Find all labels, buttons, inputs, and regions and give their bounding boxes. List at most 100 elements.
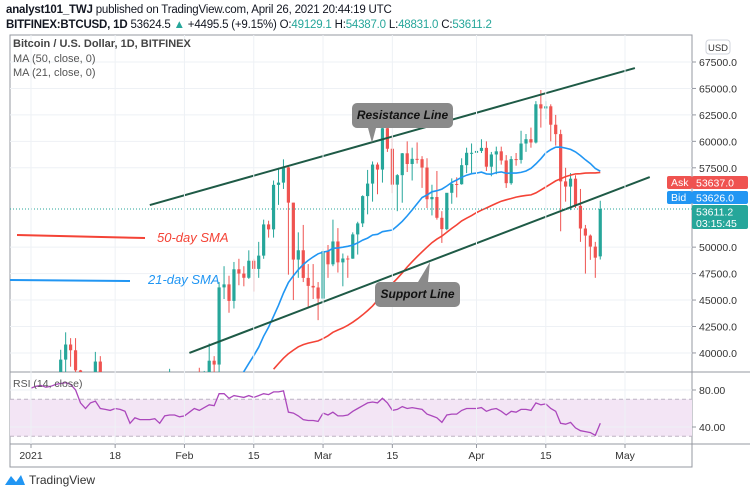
candle bbox=[311, 264, 315, 299]
author-name[interactable]: analyst101_TWJ bbox=[6, 4, 93, 16]
ask-price-value: 53637.0 bbox=[696, 178, 734, 190]
candle bbox=[119, 375, 122, 396]
candle bbox=[573, 175, 578, 209]
currency-badge bbox=[705, 39, 731, 55]
candle bbox=[301, 224, 305, 283]
candle-body bbox=[242, 273, 246, 278]
candle bbox=[460, 158, 464, 185]
candle-body bbox=[489, 154, 493, 167]
tradingview-logo[interactable]: TradingView bbox=[4, 473, 95, 487]
candle-body bbox=[539, 104, 543, 109]
candle bbox=[420, 156, 424, 188]
rsi-band-fill bbox=[10, 399, 692, 437]
rsi-pane bbox=[10, 381, 692, 437]
candle-body bbox=[276, 182, 281, 185]
candle bbox=[440, 211, 444, 243]
low-label: L: bbox=[388, 19, 399, 31]
candle-body bbox=[341, 258, 345, 263]
candle-body bbox=[534, 104, 538, 143]
last-price: 53624.5 bbox=[130, 19, 171, 31]
rsi-legend[interactable]: RSI (14, close) bbox=[13, 378, 83, 390]
resistance-callout: Resistance Line bbox=[352, 103, 453, 128]
candle-body bbox=[499, 151, 503, 161]
tradingview-logo-icon bbox=[5, 475, 25, 485]
up-arrow-icon: ▲ bbox=[173, 19, 185, 31]
candle-body bbox=[504, 160, 508, 184]
candle bbox=[405, 141, 409, 173]
candle-body bbox=[326, 251, 330, 265]
rsi-tick-label: 80.00 bbox=[699, 385, 725, 397]
candle-body bbox=[311, 285, 315, 288]
candle-body bbox=[316, 287, 320, 299]
y-tick-label: 65000.0 bbox=[699, 83, 737, 95]
candle bbox=[564, 167, 568, 202]
candle-body bbox=[455, 183, 459, 185]
candle-body bbox=[559, 134, 563, 182]
candle-body bbox=[554, 124, 558, 135]
candle bbox=[484, 141, 488, 171]
y-tick-label: 47500.0 bbox=[699, 269, 737, 281]
candle-body bbox=[93, 361, 97, 372]
candle-body bbox=[469, 152, 474, 154]
candle bbox=[356, 221, 360, 255]
chart-title: Bitcoin / U.S. Dollar, 1D, BITFINEX bbox=[13, 38, 191, 50]
brand-name: TradingView bbox=[29, 473, 96, 487]
candle bbox=[267, 220, 271, 238]
bid-tag bbox=[667, 191, 692, 204]
candle bbox=[509, 156, 513, 185]
candle-body bbox=[598, 208, 602, 257]
candle bbox=[499, 146, 503, 165]
resistance-callout-pointer bbox=[368, 128, 376, 143]
candle-body bbox=[257, 255, 261, 269]
candle bbox=[494, 146, 498, 175]
candle bbox=[469, 143, 474, 175]
high-value: 54387.0 bbox=[345, 19, 386, 31]
candle-body bbox=[336, 241, 340, 263]
x-tick-label: 15 bbox=[540, 450, 552, 462]
candle bbox=[524, 133, 528, 152]
last-price-value: 53611.2 bbox=[696, 207, 733, 219]
candle bbox=[583, 224, 587, 274]
candle bbox=[430, 184, 434, 216]
symbol-info: BITFINEX:BTCUSD, 1D 53624.5 ▲ +4495.5 (+… bbox=[6, 19, 492, 31]
ask-price-box bbox=[692, 176, 748, 189]
candle bbox=[286, 166, 290, 275]
bid-price-box bbox=[692, 191, 748, 204]
candle-body bbox=[109, 393, 112, 397]
candle-body bbox=[271, 184, 276, 230]
candle-body bbox=[296, 250, 300, 260]
candle-body bbox=[78, 370, 83, 372]
candle-body bbox=[450, 183, 454, 193]
candle bbox=[568, 173, 573, 211]
candle-body bbox=[267, 224, 271, 230]
candle bbox=[539, 90, 543, 128]
candle bbox=[271, 180, 276, 238]
symbol: BITFINEX:BTCUSD, 1D bbox=[6, 19, 128, 31]
candle-body bbox=[573, 178, 578, 206]
low-value: 48831.0 bbox=[398, 19, 439, 31]
candle bbox=[465, 147, 469, 174]
y-tick-label: 62500.0 bbox=[699, 110, 737, 122]
ma50-legend[interactable]: MA (50, close, 0) bbox=[13, 53, 96, 65]
publish-info: analyst101_TWJ published on TradingView.… bbox=[6, 4, 392, 16]
candle bbox=[291, 202, 295, 301]
candle bbox=[336, 228, 340, 273]
candle-body bbox=[425, 167, 429, 200]
candle-body bbox=[306, 277, 310, 286]
candle-body bbox=[549, 106, 553, 125]
candle bbox=[212, 356, 216, 372]
main-pane bbox=[10, 61, 692, 397]
candle-body bbox=[494, 151, 498, 155]
ma21-legend[interactable]: MA (21, close, 0) bbox=[13, 67, 96, 79]
candle bbox=[519, 130, 523, 164]
candle-body bbox=[212, 360, 216, 365]
candle bbox=[217, 282, 221, 372]
candle-body bbox=[237, 269, 241, 274]
candle bbox=[276, 167, 281, 205]
candle-body bbox=[588, 235, 592, 247]
candle bbox=[598, 200, 602, 260]
candle bbox=[435, 170, 439, 220]
published-text: published on TradingView.com, April 26, … bbox=[92, 4, 392, 16]
rsi-tick-label: 40.00 bbox=[699, 422, 725, 434]
